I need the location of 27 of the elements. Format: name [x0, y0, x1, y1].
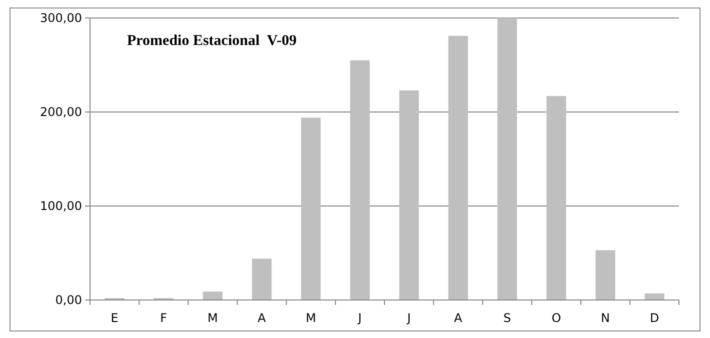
x-tick-label: J [357, 311, 362, 325]
x-tick-label: M [208, 311, 218, 325]
bar [448, 36, 468, 300]
x-tick-label: J [406, 311, 411, 325]
x-tick-label: F [160, 311, 168, 325]
x-tick-label: A [454, 311, 464, 325]
bar [497, 18, 518, 300]
x-tick-label: D [650, 311, 660, 325]
y-tick-label: 200,00 [40, 105, 82, 120]
x-tick-label: M [306, 311, 316, 325]
bar [546, 96, 566, 300]
x-tick-label: E [110, 311, 118, 325]
bar [644, 293, 664, 300]
text: Promedio Estacional V-09 [127, 33, 297, 49]
y-tick-label: 300,00 [40, 11, 82, 26]
x-tick-label: N [600, 311, 610, 325]
bar [252, 258, 272, 300]
x-tick-label: A [258, 311, 267, 325]
y-tick-label: 100,00 [40, 199, 82, 214]
y-tick-label: 0,00 [55, 293, 82, 308]
bar [399, 90, 419, 300]
bar [350, 60, 370, 300]
bar [596, 250, 616, 300]
x-tick-label: O [552, 311, 562, 325]
bar [301, 118, 321, 300]
x-tick-label: S [503, 311, 512, 325]
bar [202, 292, 223, 300]
